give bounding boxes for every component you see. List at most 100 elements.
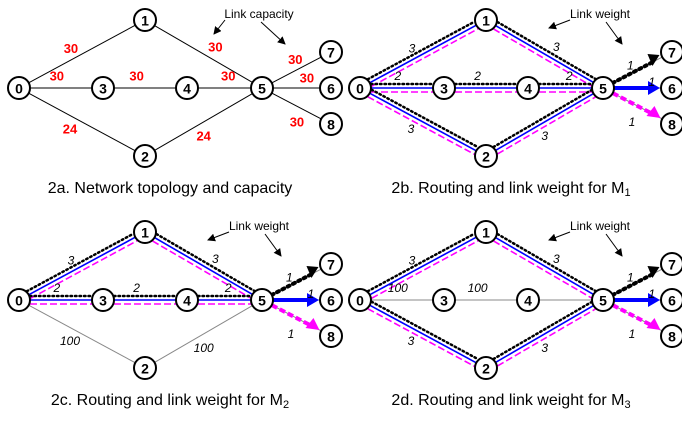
annotation-label: Link weight xyxy=(570,7,631,21)
link-2-5 xyxy=(154,305,253,363)
weight-label-5-7: 1 xyxy=(286,270,293,284)
capacity-label-0-1: 30 xyxy=(64,41,78,56)
weight-label-0-1: 3 xyxy=(409,42,416,56)
magenta-route-0-1 xyxy=(371,240,479,299)
magenta-route-1-5 xyxy=(493,240,592,299)
dotted-arrow-shaft xyxy=(610,272,654,297)
node-7: 7 xyxy=(660,252,682,276)
weight-label-0-2: 100 xyxy=(60,334,80,348)
weight-label-0-2: 3 xyxy=(408,122,415,136)
node-0: 0 xyxy=(348,288,372,312)
blue-route-1-5 xyxy=(495,24,594,84)
magenta-arrowhead xyxy=(646,317,661,330)
weight-label-5-8: 1 xyxy=(629,115,636,129)
panel-caption: 2d. Routing and link weight for M3 xyxy=(391,392,630,412)
dotted-route-0-2 xyxy=(370,300,480,361)
magenta-arrowhead xyxy=(646,105,661,118)
link-0-2 xyxy=(28,92,136,152)
node-label: 5 xyxy=(599,81,607,97)
capacity-label-0-2: 24 xyxy=(63,122,78,137)
weight-label-4-5: 2 xyxy=(565,69,573,83)
weight-label-0-1: 3 xyxy=(409,254,416,268)
node-7: 7 xyxy=(319,40,343,64)
node-7: 7 xyxy=(660,40,682,64)
capacity-label-2-5: 24 xyxy=(196,128,211,143)
annotation-arrow xyxy=(605,233,623,257)
annotation-arrow xyxy=(264,233,282,257)
annotation-arrow xyxy=(260,21,286,45)
caption-text: 2b. Routing and link weight for M xyxy=(391,180,624,197)
node-label: 0 xyxy=(15,81,23,97)
magenta-route-0-1 xyxy=(371,28,479,87)
node-2: 2 xyxy=(474,356,498,380)
weight-label-3-4: 2 xyxy=(473,69,481,83)
blue-route-2-5 xyxy=(495,92,594,152)
node-label: 5 xyxy=(258,81,266,97)
node-label: 7 xyxy=(327,257,335,273)
node-1: 1 xyxy=(474,220,498,244)
dotted-route-1-5 xyxy=(155,232,256,293)
dotted-route-0-1 xyxy=(366,232,476,293)
blue-arrowhead xyxy=(648,81,660,95)
node-4: 4 xyxy=(175,76,199,100)
node-label: 6 xyxy=(668,81,676,97)
node-label: 0 xyxy=(15,293,23,309)
node-2: 2 xyxy=(133,356,157,380)
node-4: 4 xyxy=(175,288,199,312)
magenta-arrow-shaft xyxy=(270,303,312,328)
node-label: 6 xyxy=(327,293,335,309)
node-label: 1 xyxy=(482,13,490,29)
magenta-route-0-1 xyxy=(30,240,138,299)
weight-label-0-3: 100 xyxy=(388,281,408,295)
link-0-2 xyxy=(28,304,136,364)
dotted-route-2-5 xyxy=(492,300,593,361)
magenta-route-2-5 xyxy=(497,308,596,367)
node-label: 2 xyxy=(141,361,149,377)
node-label: 8 xyxy=(327,329,335,345)
weight-label-0-2: 3 xyxy=(408,334,415,348)
node-3: 3 xyxy=(432,76,456,100)
weight-label-5-7: 1 xyxy=(627,58,634,72)
annotation-arrow xyxy=(213,19,226,35)
node-5: 5 xyxy=(591,76,615,100)
panel-caption: 2b. Routing and link weight for M1 xyxy=(391,180,630,200)
dotted-route-1-5 xyxy=(496,232,597,293)
node-1: 1 xyxy=(474,8,498,32)
node-label: 0 xyxy=(356,81,364,97)
node-label: 2 xyxy=(141,149,149,165)
black-arrowhead xyxy=(647,54,660,67)
node-label: 4 xyxy=(183,81,191,97)
caption-text: 2d. Routing and link weight for M xyxy=(391,392,624,409)
weight-label-5-7: 1 xyxy=(627,270,634,284)
black-arrowhead xyxy=(306,266,319,279)
node-label: 1 xyxy=(141,13,149,29)
node-5: 5 xyxy=(591,288,615,312)
capacity-label-5-8: 30 xyxy=(290,115,304,130)
link-5-7 xyxy=(271,56,322,84)
weight-label-2-5: 100 xyxy=(194,341,214,355)
annotation-arrow xyxy=(207,231,230,242)
node-5: 5 xyxy=(250,288,274,312)
node-6: 6 xyxy=(319,76,343,100)
node-0: 0 xyxy=(7,76,31,100)
caption-subscript: 3 xyxy=(624,399,630,411)
node-3: 3 xyxy=(91,76,115,100)
node-label: 0 xyxy=(356,293,364,309)
node-label: 8 xyxy=(668,117,676,133)
node-label: 3 xyxy=(440,81,448,97)
node-8: 8 xyxy=(660,324,682,348)
blue-route-0-1 xyxy=(369,24,477,84)
capacity-label-5-7: 30 xyxy=(288,52,302,67)
weight-label-5-6: 1 xyxy=(308,287,315,301)
link-5-8 xyxy=(271,92,322,120)
node-8: 8 xyxy=(319,112,343,136)
node-label: 3 xyxy=(99,293,107,309)
annotation-label: Link weight xyxy=(570,219,631,233)
link-2-5 xyxy=(154,93,253,151)
weight-label-0-1: 3 xyxy=(68,254,75,268)
magenta-route-0-2 xyxy=(367,308,475,367)
